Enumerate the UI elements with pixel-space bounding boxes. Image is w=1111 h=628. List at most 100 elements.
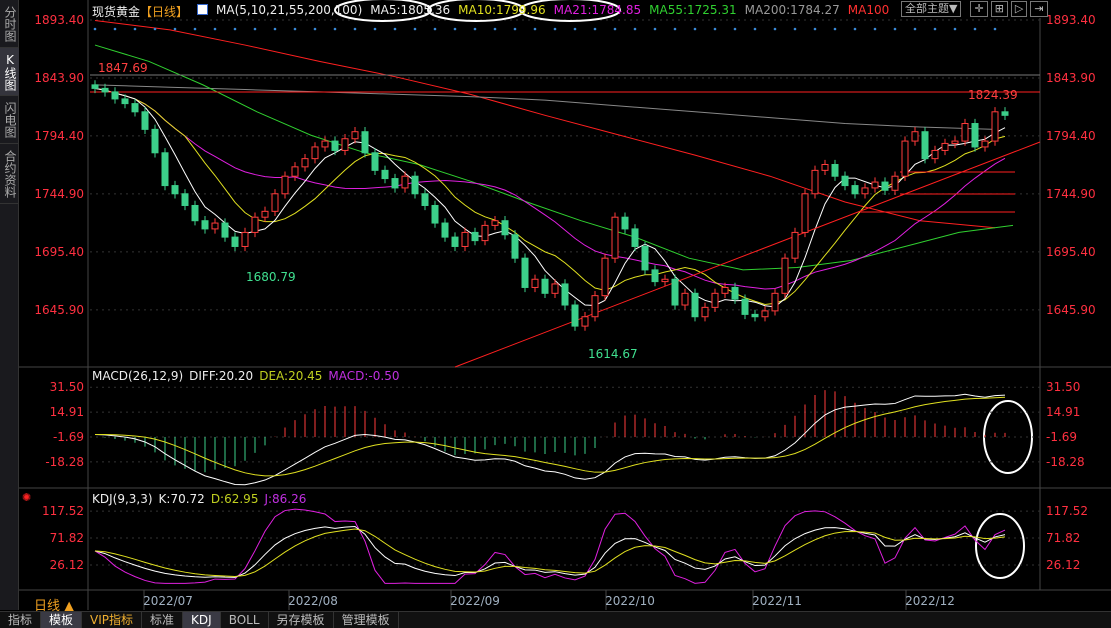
sidebar-item-3[interactable]: 合约资料 [0,144,19,204]
candle [1001,111,1009,116]
theme-dropdown[interactable]: 全部主题▼ [901,1,962,17]
candle [511,234,519,259]
signal-dot [313,27,317,31]
candle [141,111,149,130]
candle [631,228,639,247]
candle [371,152,379,171]
zoom-in-icon[interactable]: ⊞ [990,1,1008,17]
candle [341,138,349,151]
settings-sun-icon[interactable]: ✺ [22,491,32,504]
tab-5[interactable]: BOLL [221,612,269,628]
candle [201,220,209,230]
signal-dot [213,27,217,31]
tab-7[interactable]: 管理模板 [334,612,399,628]
macd-tick-left: 31.50 [50,380,84,394]
signal-dot [993,27,997,31]
macd-diff: DIFF:20.20 [189,369,254,383]
tab-4[interactable]: KDJ [183,612,221,628]
candle [101,87,109,93]
candle [441,222,449,238]
signal-dot [713,27,717,31]
crosshair-icon[interactable]: ✛ [970,1,988,17]
highlight-ellipse [334,0,432,22]
signal-dot [893,27,897,31]
date-label: 2022/12 [905,594,955,608]
candle [991,111,999,142]
candle [651,269,659,283]
tab-2[interactable]: VIP指标 [82,612,143,628]
signal-dot [573,27,577,31]
candle [311,146,319,160]
macd-params: MACD(26,12,9) [92,369,184,383]
candle [861,187,869,195]
recent-high-label: 1824.39 [968,88,1018,102]
candle [501,220,509,236]
kdj-tick-right: 26.12 [1046,558,1080,572]
macd-legend: MACD(26,12,9) DIFF:20.20 DEA:20.45 MACD:… [92,369,399,383]
price-tick-left: 1744.90 [34,187,84,201]
signal-dot [973,27,977,31]
candle [211,222,219,230]
move-right-icon[interactable]: ⇥ [1030,1,1048,17]
ma21-value: MA21:1784.85 [553,3,642,17]
zoom-out-icon[interactable]: ▷ [1010,1,1028,17]
price-tick-right: 1843.90 [1046,71,1096,85]
ma21-line [94,87,1006,290]
sidebar-item-1[interactable]: K线图 [0,48,19,96]
signal-dot [113,27,117,31]
signal-dot [133,27,137,31]
candle [281,175,289,195]
signal-dot [793,27,797,31]
candle [551,283,559,294]
ma200-line [94,84,996,130]
signal-dot [293,27,297,31]
signal-dot [473,27,477,31]
tab-3[interactable]: 标准 [142,612,184,628]
signal-dot [233,27,237,31]
candle [91,84,99,89]
price-tick-left: 1645.90 [34,303,84,317]
price-tick-right: 1893.40 [1046,13,1096,27]
candle [921,131,929,160]
candle [801,193,809,233]
signal-dot [453,27,457,31]
candle [581,316,589,327]
sidebar-item-0[interactable]: 分时图 [0,0,19,48]
candle [381,169,389,180]
candle [401,175,409,189]
candle [711,292,719,308]
price-tick-right: 1695.40 [1046,245,1096,259]
candle [951,140,959,144]
candle [751,313,759,318]
candle [221,222,229,238]
candle [881,181,889,191]
candle [131,103,139,113]
ma10-value: MA10:1799.96 [458,3,546,17]
candle [901,140,909,177]
ma100-line [94,19,996,229]
macd-tick-right: -18.28 [1046,455,1085,469]
candle [481,224,489,242]
tab-0[interactable]: 指标 [0,612,42,628]
sidebar-item-2[interactable]: 闪电图 [0,96,19,144]
candle [391,178,399,189]
signal-dot [193,27,197,31]
signal-dot [953,27,957,31]
candle [151,128,159,154]
signal-dot [853,27,857,31]
tab-1[interactable]: 模板 [41,612,83,628]
candle [611,216,619,259]
period-selector[interactable]: 日线 ▲ [34,599,75,614]
signal-dot [753,27,757,31]
signal-dot [533,27,537,31]
macd-tick-right: 31.50 [1046,380,1080,394]
tab-6[interactable]: 另存模板 [269,612,334,628]
candle [571,304,579,327]
candle [641,245,649,271]
signal-dot [273,27,277,31]
candle [301,158,309,168]
date-label: 2022/07 [143,594,193,608]
ma100-value: MA100 [847,3,890,17]
highlight-ellipse [427,0,525,22]
